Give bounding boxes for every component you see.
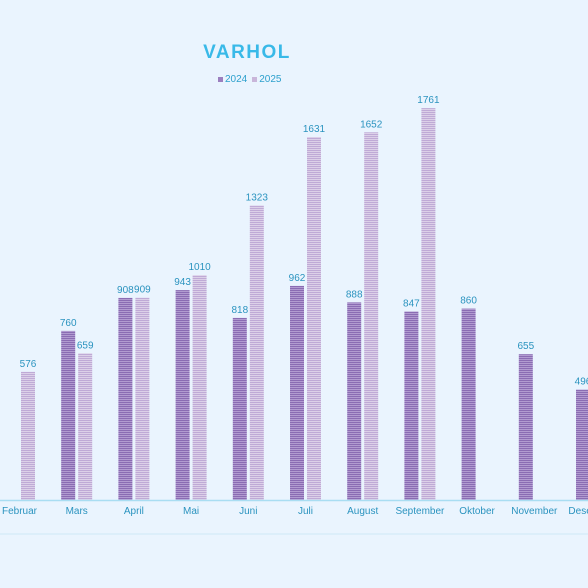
data-label-2025-september: 1761 [417, 95, 440, 106]
data-label-2024-september: 847 [403, 299, 420, 310]
bar-2025-juli [307, 137, 321, 500]
category-label-april: April [124, 506, 144, 517]
data-label-2025-juli: 1631 [303, 124, 326, 135]
data-label-2025-mars: 659 [77, 340, 94, 351]
data-label-2024-oktober: 860 [460, 296, 477, 307]
data-label-2024-april: 908 [117, 285, 134, 296]
bar-2025-april [135, 297, 150, 500]
data-label-2024-mars: 760 [60, 318, 77, 329]
legend-swatch-2024 [218, 77, 223, 82]
bar-2025-mars [78, 353, 93, 500]
bar-2024-juli [290, 285, 304, 500]
legend-item-2024: 2024 [218, 74, 247, 85]
data-label-2025-mai: 1010 [188, 262, 211, 273]
data-label-2025-februar: 576 [20, 359, 37, 370]
data-label-2024-juli: 962 [289, 273, 306, 284]
category-label-november: November [511, 506, 558, 517]
bar-2024-desember [576, 389, 588, 500]
bar-2024-mars [61, 330, 76, 500]
legend: 2024 2025 [218, 74, 287, 85]
bar-2024-november [518, 354, 533, 500]
data-label-2024-mai: 943 [174, 277, 191, 288]
data-label-2024-august: 888 [346, 289, 363, 300]
bar-2024-juni [232, 317, 247, 500]
chart-title: VARHOL [203, 42, 291, 63]
bar-2024-august [347, 302, 362, 500]
legend-swatch-2025 [252, 77, 258, 82]
bar-2025-februar [21, 371, 35, 500]
data-label-2025-juni: 1323 [246, 193, 269, 204]
category-label-oktober: Oktober [459, 506, 495, 517]
category-label-september: September [395, 506, 445, 517]
bar-2025-august [364, 132, 379, 501]
bar-2025-juni [249, 205, 264, 500]
category-label-august: August [347, 506, 378, 517]
bar-2025-mai [192, 275, 207, 500]
bar-2024-april [118, 297, 133, 500]
bar-2025-september [421, 108, 436, 500]
data-label-2025-august: 1652 [360, 119, 383, 130]
bars-group [21, 108, 588, 501]
category-label-juli: Juli [298, 506, 313, 517]
bar-2024-mai [175, 290, 190, 500]
data-label-2024-juni: 818 [231, 305, 248, 316]
bar-2024-oktober [461, 308, 476, 500]
data-label-2025-april: 909 [134, 285, 151, 296]
category-label-februar: Februar [2, 506, 38, 517]
bar-2024-september [404, 311, 419, 500]
legend-item-2025: 2025 [252, 74, 282, 85]
data-label-2024-november: 655 [517, 341, 534, 352]
category-label-mai: Mai [183, 506, 199, 517]
legend-label-2024: 2024 [225, 74, 248, 85]
category-label-mars: Mars [66, 506, 88, 517]
legend-label-2025: 2025 [259, 74, 282, 85]
category-label-desember: Desember [568, 506, 588, 517]
data-label-2024-desember: 496 [575, 377, 588, 388]
category-label-juni: Juni [239, 506, 257, 517]
